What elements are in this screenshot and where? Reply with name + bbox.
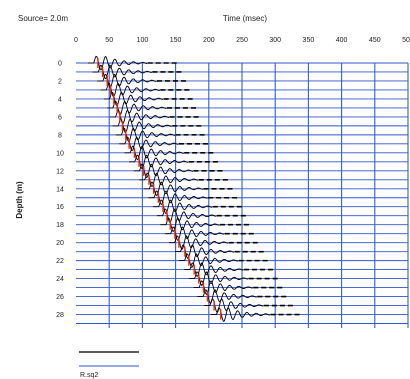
y-tick-label: 20 xyxy=(56,240,64,247)
y-tick-label: 26 xyxy=(56,294,64,301)
tick-labels: 0501001502002503003504004505000246810121… xyxy=(56,37,410,319)
y-tick-label: 24 xyxy=(56,276,64,283)
x-tick-label: 50 xyxy=(105,37,113,44)
x-tick-label: 150 xyxy=(170,37,182,44)
y-tick-label: 28 xyxy=(56,312,64,319)
y-tick-label: 8 xyxy=(58,132,62,139)
x-tick-label: 100 xyxy=(137,37,149,44)
y-tick-label: 6 xyxy=(58,114,62,121)
x-tick-label: 300 xyxy=(269,37,281,44)
y-tick-label: 4 xyxy=(58,96,62,103)
y-tick-label: 10 xyxy=(56,150,64,157)
source-label: Source= 2.0m xyxy=(18,14,68,23)
y-tick-label: 2 xyxy=(58,78,62,85)
legend-label: R.sq2 xyxy=(80,372,98,379)
x-tick-label: 250 xyxy=(236,37,248,44)
y-tick-label: 12 xyxy=(56,168,64,175)
y-tick-label: 14 xyxy=(56,186,64,193)
y-axis-title: Depth (m) xyxy=(15,181,24,219)
first-break-picks xyxy=(97,58,222,320)
x-tick-label: 0 xyxy=(74,37,78,44)
y-tick-label: 0 xyxy=(58,61,62,68)
x-tick-label: 200 xyxy=(203,37,215,44)
x-tick-label: 450 xyxy=(369,37,381,44)
x-tick-label: 400 xyxy=(336,37,348,44)
y-tick-label: 16 xyxy=(56,204,64,211)
y-tick-label: 22 xyxy=(56,258,64,265)
y-tick-label: 18 xyxy=(56,222,64,229)
x-tick-label: 500 xyxy=(402,37,410,44)
x-axis-title: Time (msec) xyxy=(223,14,267,23)
x-tick-label: 350 xyxy=(303,37,315,44)
